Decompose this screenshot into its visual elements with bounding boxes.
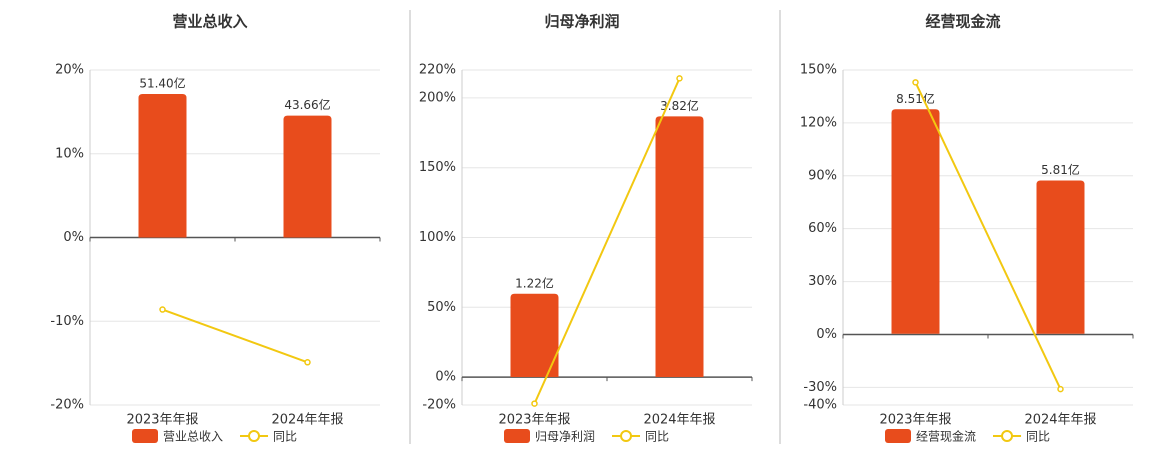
legend-swatch: [132, 429, 158, 443]
x-tick-label: 2023年年报: [498, 413, 570, 428]
y-tick-label: 0%: [435, 370, 456, 385]
x-tick-label: 2023年年报: [879, 413, 951, 428]
y-tick-label: 220%: [419, 63, 456, 78]
x-tick-label: 2024年年报: [643, 413, 715, 428]
legend-label: 营业总收入: [163, 430, 223, 444]
bar: [1036, 180, 1085, 334]
value-label: 1.22亿: [515, 275, 554, 290]
x-tick-label: 2023年年报: [126, 413, 198, 428]
y-tick-label: -10%: [50, 314, 84, 329]
line-point: [304, 359, 311, 366]
legend-label: 经营现金流: [916, 429, 976, 444]
value-label: 8.51亿: [896, 91, 935, 106]
legend-label: 同比: [273, 430, 297, 444]
bar: [283, 115, 332, 238]
legend-label: 同比: [645, 430, 669, 444]
y-tick-label: 200%: [419, 90, 456, 105]
value-label: 51.40亿: [139, 76, 185, 91]
y-tick-label: 90%: [808, 168, 837, 183]
line: [162, 308, 308, 364]
legend-label: 归母净利润: [535, 430, 595, 444]
y-tick-label: 120%: [800, 115, 837, 130]
y-tick-label: -20%: [422, 398, 456, 413]
y-tick-label: -30%: [803, 380, 837, 395]
line-point: [912, 79, 919, 86]
y-tick-label: 150%: [419, 160, 456, 175]
y-tick-label: 20%: [55, 63, 84, 78]
line-point: [676, 75, 683, 82]
legend-swatch: [885, 429, 911, 443]
x-tick-label: 2024年年报: [271, 413, 343, 428]
y-tick-label: 150%: [800, 63, 837, 78]
legend-marker: [1001, 430, 1014, 442]
chart-title: 归母净利润: [544, 13, 619, 31]
y-tick-label: -20%: [50, 398, 84, 413]
y-tick-label: -40%: [803, 398, 837, 413]
y-tick-label: 10%: [55, 146, 84, 161]
legend-label: 同比: [1026, 430, 1050, 444]
line-point: [159, 306, 166, 313]
y-tick-label: 60%: [808, 221, 837, 236]
bar: [510, 293, 559, 378]
line: [533, 77, 681, 405]
legend-marker: [248, 430, 261, 442]
value-label: 5.81亿: [1041, 162, 1080, 177]
bar: [891, 109, 940, 334]
line-point: [531, 400, 538, 407]
legend-marker: [620, 430, 633, 442]
y-tick-label: 30%: [808, 274, 837, 289]
line-point: [1057, 385, 1064, 393]
y-tick-label: 0%: [63, 230, 84, 245]
chart-title: 营业总收入: [172, 13, 247, 31]
line: [914, 81, 1062, 390]
legend-swatch: [504, 429, 530, 443]
bar: [138, 94, 187, 238]
bar: [655, 116, 704, 378]
y-tick-label: 0%: [816, 327, 837, 342]
value-label: 43.66亿: [284, 97, 330, 112]
x-tick-label: 2024年年报: [1024, 413, 1096, 428]
chart-title: 经营现金流: [925, 13, 1000, 31]
y-tick-label: 100%: [419, 230, 456, 245]
y-tick-label: 50%: [427, 300, 456, 315]
